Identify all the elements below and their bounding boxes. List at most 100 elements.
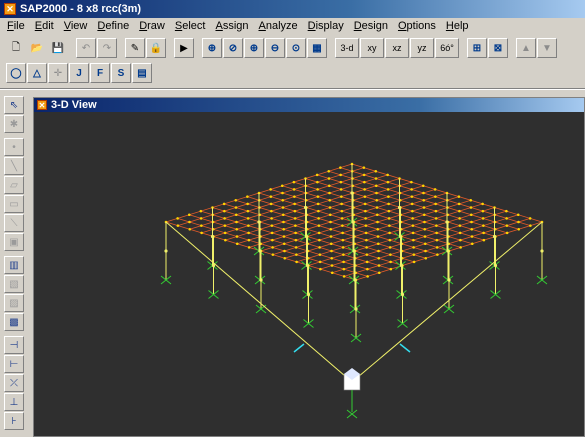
menu-assign[interactable]: Assign <box>215 20 249 32</box>
slab-joint <box>199 209 203 213</box>
fixed-support <box>490 290 501 299</box>
slab-joint <box>421 184 425 188</box>
menu-file[interactable]: File <box>7 20 25 32</box>
slab-joint <box>410 202 414 206</box>
slab-joint <box>280 184 284 188</box>
circle-section-icon[interactable]: ◯ <box>6 63 26 83</box>
slab-joint <box>377 264 381 267</box>
reshape-icon[interactable]: ✱ <box>4 115 24 133</box>
zoom-out-icon[interactable]: ⊖ <box>265 38 285 58</box>
slab-joint <box>362 166 366 169</box>
slab-joint <box>294 224 297 227</box>
menu-display[interactable]: Display <box>307 20 344 32</box>
slab-joint <box>270 231 274 235</box>
slab-joint <box>316 202 320 206</box>
slab-joint <box>470 220 473 224</box>
snap-lines-icon[interactable]: ⊦ <box>4 412 24 430</box>
draw-rect-area-icon[interactable]: ▭ <box>4 195 24 213</box>
menu-help[interactable]: Help <box>445 20 469 32</box>
slab-joint <box>386 180 390 184</box>
view-3d-button[interactable]: 3-d <box>335 38 359 58</box>
draw-link-icon[interactable]: ⟍ <box>4 214 24 232</box>
snap-perpendicular-icon[interactable]: ⊥ <box>4 393 24 411</box>
slab-joint <box>365 253 369 256</box>
slab-joint <box>330 249 333 253</box>
zoom-restore-icon[interactable]: ⊘ <box>223 38 243 58</box>
slab-joint <box>339 180 343 184</box>
draw-joint-icon[interactable]: • <box>4 138 24 156</box>
select-all-icon[interactable]: ▥ <box>4 256 24 274</box>
move-down-icon[interactable]: ▼ <box>537 38 557 58</box>
slab-joint <box>423 227 427 231</box>
slab-joint <box>304 177 307 180</box>
slab-joint <box>458 209 461 213</box>
menu-options[interactable]: Options <box>397 20 436 32</box>
slab-joint <box>257 191 261 195</box>
quick-area-icon[interactable]: ▣ <box>4 233 24 251</box>
slab-joint <box>246 217 250 220</box>
intersect-select-icon[interactable]: ▩ <box>4 313 24 331</box>
slab-joint <box>363 202 367 206</box>
slab-joint <box>328 206 332 209</box>
save-disk-icon[interactable]: 💾 <box>48 38 68 58</box>
slab-joint <box>375 198 379 202</box>
slab-joint <box>412 246 415 249</box>
menu-analyze[interactable]: Analyze <box>258 20 298 32</box>
frame-f-icon[interactable]: F <box>90 63 110 83</box>
zoom-in-icon[interactable]: ⊕ <box>244 38 264 58</box>
joint-cross-icon[interactable]: ✛ <box>48 63 68 83</box>
snap-joints-icon[interactable]: ⊣ <box>4 336 24 354</box>
restraint-arrow <box>293 343 305 353</box>
zoom-window-icon[interactable]: ⊕ <box>202 38 222 58</box>
slab-joint <box>364 209 367 213</box>
menu-draw[interactable]: Draw <box>139 20 165 32</box>
run-analysis-icon[interactable]: ▶ <box>174 38 194 58</box>
open-folder-icon[interactable]: 📂 <box>27 38 47 58</box>
slab-joint <box>223 224 227 227</box>
pan-icon[interactable]: ▦ <box>307 38 327 58</box>
triangle-support-icon[interactable]: △ <box>27 63 47 83</box>
column-joint <box>306 292 311 297</box>
draw-area-icon[interactable]: ▱ <box>4 176 24 194</box>
menu-select[interactable]: Select <box>174 20 206 32</box>
view-xz-button[interactable]: xz <box>385 38 409 58</box>
frame-j-icon[interactable]: J <box>69 63 89 83</box>
menu-view[interactable]: View <box>63 20 88 32</box>
pencil-icon[interactable]: ✎ <box>125 38 145 58</box>
slab-joint <box>410 180 413 184</box>
slab-joint <box>366 267 369 271</box>
snap-intersection-icon[interactable]: ⤫ <box>4 374 24 392</box>
pointer-icon[interactable]: ⇖ <box>4 96 24 114</box>
menu-design[interactable]: Design <box>353 20 388 32</box>
perspective-toggle-button[interactable]: 6ó° <box>435 38 459 58</box>
view-xy-button[interactable]: xy <box>360 38 384 58</box>
slab-joint <box>389 267 393 271</box>
slab-joint <box>529 224 532 227</box>
slab-joint <box>317 224 321 227</box>
slab-joint <box>295 253 298 256</box>
slab-joint <box>247 238 251 242</box>
redo-icon[interactable]: ↷ <box>97 38 117 58</box>
table-grid-icon[interactable]: ▤ <box>132 63 152 83</box>
object-shrink-icon[interactable]: ⊞ <box>467 38 487 58</box>
slab-joint <box>377 256 381 260</box>
slab-joint <box>340 195 343 198</box>
slab-joint <box>434 202 437 206</box>
set-elements-icon[interactable]: ⊠ <box>488 38 508 58</box>
slab-joint <box>271 253 275 256</box>
shell-s-icon[interactable]: S <box>111 63 131 83</box>
move-up-icon[interactable]: ▲ <box>516 38 536 58</box>
new-file-icon[interactable]: 🗋 <box>6 38 26 58</box>
view-yz-button[interactable]: yz <box>410 38 434 58</box>
lock-icon[interactable]: 🔒 <box>146 38 166 58</box>
clear-select-icon[interactable]: ▨ <box>4 294 24 312</box>
model-canvas[interactable] <box>34 112 584 436</box>
draw-frame-icon[interactable]: ╲ <box>4 157 24 175</box>
undo-icon[interactable]: ↶ <box>76 38 96 58</box>
snap-ends-icon[interactable]: ⊢ <box>4 355 24 373</box>
zoom-full-icon[interactable]: ⊙ <box>286 38 306 58</box>
menu-edit[interactable]: Edit <box>34 20 54 32</box>
menu-define[interactable]: Define <box>97 20 130 32</box>
previous-select-icon[interactable]: ▧ <box>4 275 24 293</box>
slab-joint <box>376 242 380 246</box>
